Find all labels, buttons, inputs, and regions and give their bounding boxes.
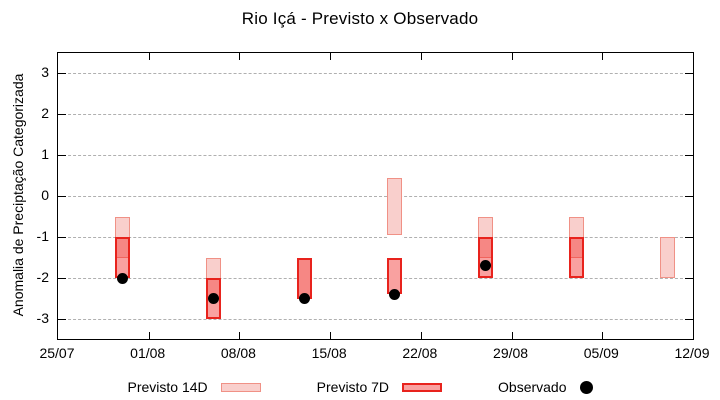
y-tick-label-2: 2	[41, 105, 49, 121]
gridline-y-1	[58, 155, 693, 156]
y-tick-left	[58, 237, 66, 238]
legend-item-previsto-14d: Previsto 14D	[128, 379, 261, 395]
bar-backing	[659, 237, 675, 278]
y-tick-label-0: 0	[41, 187, 49, 203]
previsto-14d-bar	[659, 237, 675, 278]
x-tick-bottom	[420, 332, 422, 339]
y-tick-label--3: -3	[36, 310, 49, 326]
observado-dot	[298, 293, 310, 304]
y-tick-left	[58, 114, 66, 115]
observado-dot	[389, 288, 401, 300]
previsto-14d-bar	[387, 177, 403, 235]
observado-dot	[208, 293, 219, 304]
y-tick-left	[58, 278, 66, 279]
x-tick-top	[420, 53, 422, 60]
previsto-7d-bar	[568, 237, 584, 278]
y-tick-label-3: 3	[41, 64, 49, 80]
x-tick-top	[148, 53, 150, 60]
x-tick-label-29-08: 29/08	[493, 345, 529, 361]
gridline-y-3	[58, 73, 693, 74]
bar-backing	[206, 257, 221, 319]
y-tick-right	[685, 237, 693, 238]
y-tick-right	[685, 278, 693, 279]
x-tick-label-15-08: 15/08	[311, 345, 347, 361]
x-tick-bottom	[330, 332, 332, 339]
legend-label-previsto-7d: Previsto 7D	[316, 379, 390, 395]
x-tick-label-05-09: 05/09	[583, 345, 619, 361]
observado-dot	[480, 260, 492, 272]
gridline-y--3	[58, 319, 693, 320]
x-tick-bottom	[602, 332, 604, 339]
gridline-y--2	[58, 278, 693, 279]
y-tick-right	[685, 73, 693, 74]
bar-backing	[115, 216, 131, 278]
x-tick-top	[602, 53, 604, 60]
x-tick-bottom	[239, 332, 241, 339]
x-tick-top	[330, 53, 332, 60]
y-tick-right	[685, 196, 693, 197]
y-tick-left	[58, 73, 66, 74]
x-tick-label-25-07: 25/07	[39, 345, 75, 361]
chart-title: Rio Içá - Previsto x Observado	[241, 9, 479, 28]
bar-backing	[387, 177, 403, 295]
y-tick-right	[685, 114, 693, 115]
y-tick-right	[685, 155, 693, 156]
x-tick-top	[511, 53, 513, 60]
y-tick-left	[58, 196, 66, 197]
y-tick-left	[58, 319, 66, 320]
observado-dot	[117, 272, 129, 284]
previsto-7d-swatch	[402, 382, 443, 392]
y-tick-left	[58, 155, 66, 156]
legend-item-observado: Observado	[498, 379, 593, 395]
x-tick-bottom	[511, 332, 513, 339]
observado-legend-dot	[579, 380, 593, 394]
y-tick-label-1: 1	[41, 146, 49, 162]
legend-label-observado: Observado	[498, 379, 567, 395]
gridline-y--1	[58, 237, 693, 238]
x-tick-bottom	[148, 332, 150, 339]
y-tick-label--2: -2	[36, 269, 49, 285]
previsto-7d-bar	[115, 237, 131, 278]
x-tick-label-08-08: 08/08	[220, 345, 256, 361]
y-tick-right	[685, 319, 693, 320]
x-tick-label-22-08: 22/08	[402, 345, 438, 361]
legend-label-previsto-14d: Previsto 14D	[127, 379, 208, 395]
x-tick-label-12-09: 12/09	[674, 345, 710, 361]
previsto-14d-swatch	[220, 382, 261, 392]
x-tick-label-01-08: 01/08	[130, 345, 166, 361]
x-tick-top	[239, 53, 241, 60]
previsto-7d-bar	[478, 237, 494, 278]
chart-legend: Previsto 14D Previsto 7D Observado	[0, 374, 720, 400]
plot-area	[57, 52, 694, 340]
bar-backing	[296, 257, 312, 299]
bar-backing	[568, 216, 584, 278]
legend-item-previsto-7d: Previsto 7D	[316, 379, 443, 395]
y-tick-label--1: -1	[36, 228, 49, 244]
gridline-y-2	[58, 114, 693, 115]
gridline-y-0	[58, 196, 693, 197]
